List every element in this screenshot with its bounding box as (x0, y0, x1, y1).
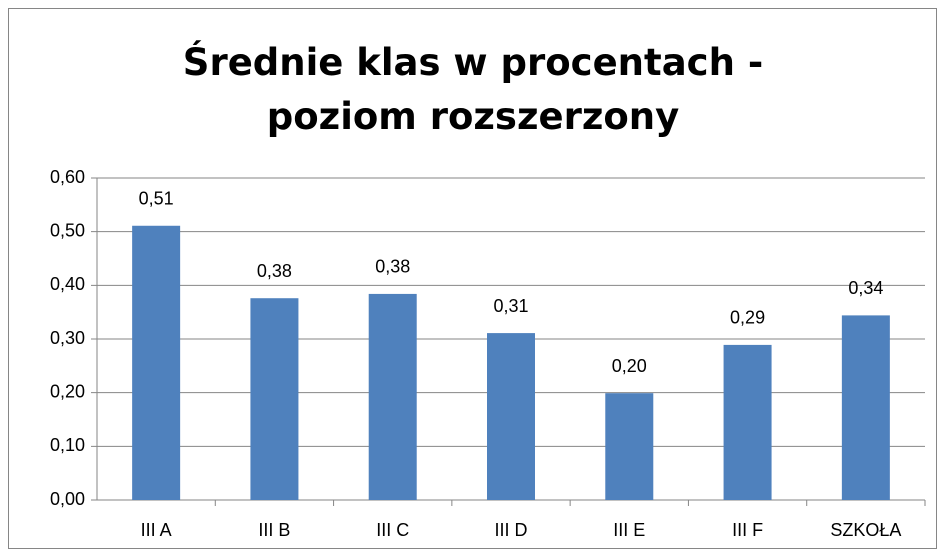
x-tick-label: III A (141, 520, 172, 540)
chart-title: Średnie klas w procentach - poziom rozsz… (182, 41, 764, 138)
x-tick-label: SZKOŁA (830, 520, 901, 540)
bar (132, 225, 181, 500)
y-tick-label: 0,00 (50, 489, 85, 509)
bar (841, 315, 890, 500)
data-label: 0,31 (493, 296, 528, 316)
chart-border (8, 8, 937, 549)
y-tick-label: 0,60 (50, 167, 85, 187)
data-label: 0,38 (257, 261, 292, 281)
x-tick-label: III B (258, 520, 290, 540)
bar (487, 333, 535, 500)
data-label: 0,20 (612, 356, 647, 376)
x-tick-label: III F (732, 520, 763, 540)
data-label: 0,38 (375, 257, 410, 277)
x-tick-label: III C (376, 520, 409, 540)
x-tick-label: III E (613, 520, 645, 540)
y-tick-label: 0,20 (50, 381, 85, 401)
data-label: 0,51 (139, 189, 174, 209)
y-tick-label: 0,50 (50, 220, 85, 240)
bar (368, 293, 417, 500)
y-tick-label: 0,10 (50, 435, 85, 455)
bar (605, 393, 654, 500)
y-tick-label: 0,40 (50, 274, 85, 294)
data-label: 0,29 (730, 308, 765, 328)
bar (250, 298, 299, 500)
bar (723, 344, 772, 500)
data-label: 0,34 (848, 278, 883, 298)
x-tick-label: III D (494, 520, 527, 540)
y-tick-label: 0,30 (50, 328, 85, 348)
